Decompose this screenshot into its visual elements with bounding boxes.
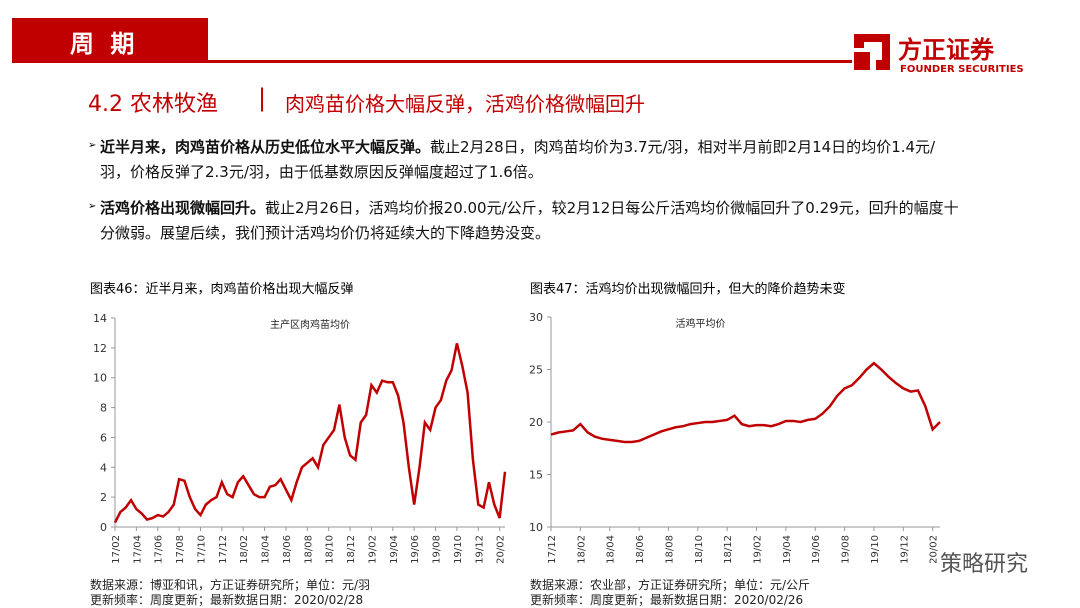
y-tick-label: 14	[93, 312, 107, 325]
bullet-bold: 活鸡价格出现微幅回升。	[100, 199, 266, 217]
y-tick-label: 0	[100, 521, 107, 534]
x-tick-label: 18/02	[576, 535, 587, 564]
x-tick-label: 19/08	[432, 535, 443, 564]
bullet-bold: 近半月来，肉鸡苗价格从历史低位水平大幅反弹。	[100, 138, 431, 156]
x-tick-label: 18/02	[239, 535, 250, 564]
bullet-marker: ➢	[88, 201, 97, 212]
update: 更新频率：周度更新；最新数据日期：2020/02/28	[90, 593, 364, 607]
source: 数据来源：农业部，方正证券研究所；单位：元/公斤	[530, 578, 811, 592]
chart: 0 2 4 6 8 10 12 14 17/02 17/04 17/06 17/08 17/10 17/1…	[93, 312, 507, 564]
y-tick-label: 8	[100, 402, 107, 415]
x-tick-label: 20/02	[929, 535, 940, 564]
y-tick-label: 2	[100, 491, 107, 504]
x-tick-label: 18/12	[346, 535, 357, 564]
chart: 10 15 20 25 30 17/12 18/02 18/04 18/06 18/08 18/10…	[529, 311, 941, 564]
x-tick-label: 17/10	[196, 535, 207, 564]
x-tick-label: 18/04	[606, 535, 617, 564]
x-tick-label: 17/04	[132, 535, 143, 564]
x-tick-label: 17/02	[111, 535, 122, 564]
y-tick-label: 10	[93, 372, 107, 385]
slide-title-number: 4.2 农林牧渔	[88, 92, 218, 117]
x-tick-label: 17/06	[154, 535, 165, 564]
line	[550, 361, 941, 444]
x-tick-label: 19/02	[753, 535, 764, 564]
logo-icon	[854, 34, 890, 70]
section-label: 周 期	[70, 30, 139, 58]
x-tick-label: 18/06	[635, 535, 646, 564]
logo-cn: 方正证券	[898, 36, 994, 64]
y-tick-label: 30	[529, 311, 543, 324]
header-rule	[12, 60, 852, 63]
legend-label: 活鸡平均价	[676, 317, 726, 330]
x-tick-label: 19/06	[811, 535, 822, 564]
x-tick-label: 17/12	[218, 535, 229, 564]
legend-label: 主产区肉鸡苗均价	[270, 318, 350, 331]
y-tick-label: 15	[529, 469, 543, 482]
x-tick-label: 19/02	[367, 535, 378, 564]
y-tick-label: 12	[93, 342, 107, 355]
x-tick-label: 18/08	[303, 535, 314, 564]
bullet: 近半月来，肉鸡苗价格从历史低位水平大幅反弹。截止2月28日，肉鸡苗均价为3.7元…	[100, 135, 960, 185]
x-tick-label: 20/02	[496, 535, 507, 564]
section-band	[12, 18, 208, 60]
chart-caption: 图表47：活鸡均价出现微幅回升，但大的降价趋势未变	[530, 282, 846, 297]
logo-en: FOUNDER SECURITIES	[900, 64, 1024, 75]
x-tick-label: 19/04	[782, 535, 793, 564]
x-tick-label: 18/12	[723, 535, 734, 564]
bullet: 活鸡价格出现微幅回升。截止2月26日，活鸡均价报20.00元/公斤，较2月12日…	[100, 196, 960, 246]
x-tick-label: 17/08	[175, 535, 186, 564]
update: 更新频率：周度更新；最新数据日期：2020/02/26	[530, 593, 804, 607]
y-tick-label: 25	[529, 364, 543, 377]
line	[113, 343, 507, 524]
bullet-marker: ➢	[88, 140, 97, 151]
chart-caption: 图表46：近半月来，肉鸡苗价格出现大幅反弹	[90, 282, 354, 297]
slide-title: 肉鸡苗价格大幅反弹，活鸡价格微幅回升	[285, 92, 645, 116]
x-tick-label: 19/06	[410, 535, 421, 564]
x-tick-label: 17/12	[547, 535, 558, 564]
x-tick-label: 19/08	[841, 535, 852, 564]
x-tick-label: 18/06	[282, 535, 293, 564]
x-tick-label: 18/10	[694, 535, 705, 564]
x-tick-label: 18/10	[325, 535, 336, 564]
bullet-text: 截止2月26日，活鸡均价报20.00元/公斤，较2月12日每公斤活鸡均价微幅回升…	[100, 199, 959, 242]
x-tick-label: 19/04	[389, 535, 400, 564]
x-tick-label: 18/04	[261, 535, 272, 564]
x-tick-label: 19/12	[474, 535, 485, 564]
y-tick-label: 10	[529, 521, 543, 534]
x-tick-label: 19/12	[899, 535, 910, 564]
y-tick-label: 20	[529, 416, 543, 429]
title-divider: |	[258, 84, 267, 112]
x-tick-label: 19/10	[870, 535, 881, 564]
source: 数据来源：博亚和讯，方正证券研究所；单位：元/羽	[90, 578, 371, 592]
watermark: 策略研究	[940, 552, 1029, 577]
x-tick-label: 18/08	[664, 535, 675, 564]
y-tick-label: 4	[100, 461, 107, 474]
y-tick-label: 6	[100, 431, 107, 444]
bullet-text: 截止2月28日，肉鸡苗均价为3.7元/羽，相对半月前即2月14日的均价1.4元/…	[100, 138, 936, 181]
x-tick-label: 19/10	[453, 535, 464, 564]
